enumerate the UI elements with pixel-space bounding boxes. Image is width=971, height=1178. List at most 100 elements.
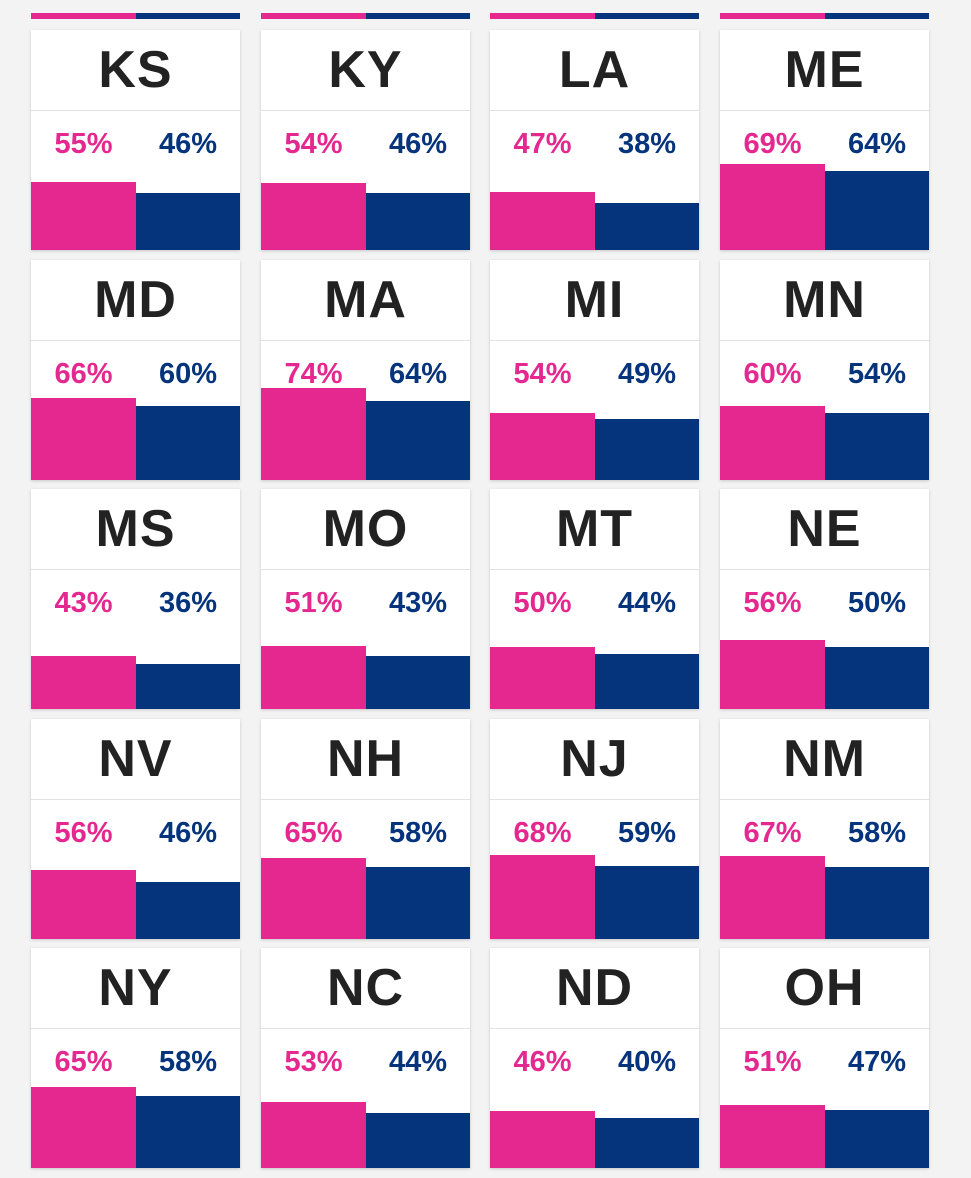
state-tile-nm: NM 67% 58% [720,719,929,939]
top-edge-bar-pink [31,13,136,19]
tile-header: KS [31,30,240,111]
tile-header: OH [720,948,929,1029]
bar-blue [595,202,699,250]
state-tile-nh: NH 65% 58% [261,719,470,939]
state-abbreviation: KS [98,41,173,99]
state-tile-mo: MO 51% 43% [261,489,470,709]
value-label-blue: 44% [617,587,677,619]
state-abbreviation: MT [555,500,634,558]
bar-blue [136,192,240,250]
bar-pink [261,1102,366,1168]
bar-pink [720,1104,825,1168]
bar-pink [490,854,595,939]
value-label-pink: 55% [54,128,113,160]
state-abbreviation: MA [324,271,407,329]
top-edge-bar-pink [261,13,366,19]
value-label-blue: 64% [847,128,907,160]
bar-pink [720,639,825,709]
value-label-blue: 54% [847,358,907,390]
bar-pink [490,647,595,709]
value-label-pink: 47% [513,128,572,160]
tile-header: NH [261,719,470,800]
value-label-pink: 53% [284,1046,343,1078]
state-abbreviation: NC [326,959,405,1017]
state-abbreviation: MI [564,271,625,329]
bar-blue [595,654,699,709]
state-abbreviation: MN [783,271,866,329]
tile-header: ME [720,30,929,111]
bar-pink [31,655,136,709]
bar-blue [825,647,929,709]
value-label-blue: 36% [158,587,218,619]
tile-header: MA [261,260,470,341]
bar-pink [261,858,366,939]
value-label-pink: 65% [284,817,343,849]
state-tile-ks: KS 55% 46% [31,30,240,250]
tile-header: MN [720,260,929,341]
state-abbreviation: ND [555,959,634,1017]
value-label-pink: 43% [54,587,113,619]
bar-blue [595,865,699,939]
bar-pink [720,855,825,939]
state-tile-ms: MS 43% 36% [31,489,240,709]
bar-pink [31,181,136,250]
state-tile-nd: ND 46% 40% [490,948,699,1168]
tile-header: MI [490,260,699,341]
value-label-blue: 44% [388,1046,448,1078]
top-edge-bar-blue [825,13,929,19]
value-label-pink: 74% [284,358,343,390]
state-abbreviation: MD [94,271,177,329]
state-abbreviation: NE [787,500,862,558]
tile-header: NJ [490,719,699,800]
state-tile-nv: NV 56% 46% [31,719,240,939]
bar-pink [720,164,825,250]
bar-blue [136,1096,240,1168]
value-label-blue: 43% [388,587,448,619]
state-tile-oh: OH 51% 47% [720,948,929,1168]
bar-blue [825,170,929,250]
bar-blue [595,1118,699,1168]
tile-header: KY [261,30,470,111]
value-label-pink: 51% [743,1046,802,1078]
bar-pink [31,1087,136,1168]
bar-blue [366,655,470,709]
value-label-pink: 68% [513,817,572,849]
value-label-pink: 56% [743,587,802,619]
tile-header: MO [261,489,470,570]
state-abbreviation: ME [784,41,865,99]
value-label-pink: 60% [743,358,802,390]
tile-header: NY [31,948,240,1029]
value-label-blue: 60% [158,358,218,390]
state-tile-mn: MN 60% 54% [720,260,929,480]
top-edge-bar-blue [366,13,470,19]
value-label-pink: 56% [54,817,113,849]
value-label-blue: 58% [388,817,448,849]
tile-header: NC [261,948,470,1029]
tile-header: MT [490,489,699,570]
bar-pink [490,1110,595,1168]
value-label-pink: 69% [743,128,802,160]
bar-blue [366,400,470,480]
bar-blue [825,1109,929,1168]
state-tile-la: LA 47% 38% [490,30,699,250]
tile-header: MD [31,260,240,341]
state-tile-ma: MA 74% 64% [261,260,470,480]
state-tile-mt: MT 50% 44% [490,489,699,709]
value-label-blue: 46% [158,128,218,160]
bar-pink [31,398,136,480]
value-label-pink: 65% [54,1046,113,1078]
value-label-pink: 67% [743,817,802,849]
value-label-pink: 51% [284,587,343,619]
state-tile-me: ME 69% 64% [720,30,929,250]
state-abbreviation: KY [328,41,403,99]
tile-header: NM [720,719,929,800]
bar-blue [595,419,699,480]
state-tile-nc: NC 53% 44% [261,948,470,1168]
bar-pink [261,388,366,480]
tile-header: ND [490,948,699,1029]
bar-blue [366,1113,470,1168]
tile-header: NV [31,719,240,800]
top-edge-bar-blue [595,13,699,19]
state-tile-ny: NY 65% 58% [31,948,240,1168]
